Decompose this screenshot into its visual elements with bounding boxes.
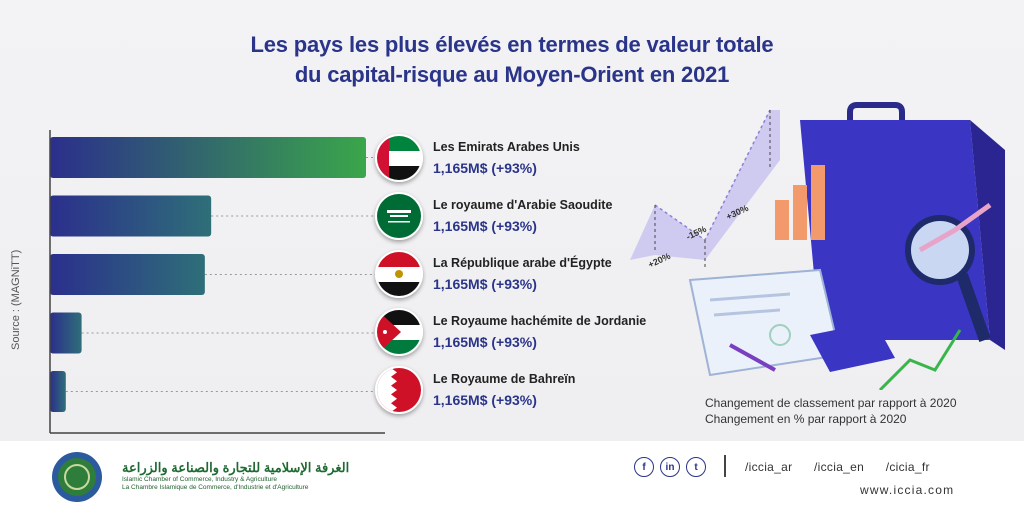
bahrain-flag-icon	[375, 366, 423, 414]
legend: Changement de classement par rapport à 2…	[705, 395, 957, 427]
handle-ar[interactable]: /iccia_ar	[745, 460, 793, 474]
country-name: Le royaume d'Arabie Saoudite	[433, 198, 613, 212]
bar	[50, 254, 205, 295]
org-name-ar: الغرفة الإسلامية للتجارة والصناعة والزرا…	[122, 460, 350, 475]
bar	[50, 137, 366, 178]
egypt-flag-icon	[375, 250, 423, 298]
title-line-1: Les pays les plus élevés en termes de va…	[250, 32, 774, 57]
country-value: 1,165M$ (+93%)	[433, 160, 537, 176]
business-illustration: +20% -15% +30%	[630, 102, 1005, 390]
calculator-icon	[810, 322, 895, 372]
divider	[724, 455, 726, 477]
iccia-logo-icon	[52, 452, 102, 502]
list-item: Le Royaume hachémite de Jordanie 1,165M$…	[375, 306, 646, 358]
footer	[0, 441, 1024, 513]
trend-arrow-icon	[918, 202, 992, 253]
social-handles: /iccia_ar /iccia_en /cicia_fr	[745, 460, 948, 474]
country-value: 1,165M$ (+93%)	[433, 218, 537, 234]
country-name: Les Emirats Arabes Unis	[433, 140, 580, 154]
list-item: Le royaume d'Arabie Saoudite 1,165M$ (+9…	[375, 190, 612, 242]
website-link[interactable]: www.iccia.com	[860, 483, 955, 497]
growth-arrow-icon	[878, 329, 962, 390]
bar-icon-group	[775, 165, 825, 240]
country-value: 1,165M$ (+93%)	[433, 334, 537, 350]
briefcase-icon	[800, 102, 1005, 350]
handle-en[interactable]: /iccia_en	[814, 460, 865, 474]
country-name: Le Royaume hachémite de Jordanie	[433, 314, 647, 328]
list-item: La République arabe d'Égypte 1,165M$ (+9…	[375, 248, 612, 300]
clipboard-icon	[688, 268, 842, 377]
saudi-flag-icon	[375, 192, 423, 240]
pen-icon	[729, 343, 776, 372]
list-item: Le Royaume de Bahreïn 1,165M$ (+93%)	[375, 364, 575, 416]
org-name-fr: La Chambre Islamique de Commerce, d'Indu…	[122, 484, 309, 491]
country-name: Le Royaume de Bahreïn	[433, 372, 576, 386]
list-item: Les Emirats Arabes Unis 1,165M$ (+93%)	[375, 132, 580, 184]
bar	[50, 312, 82, 354]
magnifier-icon	[905, 215, 991, 343]
facebook-icon[interactable]: f	[634, 457, 654, 477]
growth-area	[630, 110, 780, 260]
handle-fr[interactable]: /cicia_fr	[885, 460, 930, 474]
uae-flag-icon	[375, 134, 423, 182]
linkedin-icon[interactable]: in	[660, 457, 680, 477]
org-name-en: Islamic Chamber of Commerce, Industry & …	[122, 476, 277, 483]
social-links: f in t	[634, 457, 706, 477]
legend-line-1: Changement de classement par rapport à 2…	[705, 396, 957, 410]
bar	[50, 371, 66, 412]
country-name: La République arabe d'Égypte	[433, 256, 612, 270]
chart-title: Les pays les plus élevés en termes de va…	[0, 30, 1024, 90]
bar	[50, 195, 212, 237]
jordan-flag-icon	[375, 308, 423, 356]
country-value: 1,165M$ (+93%)	[433, 276, 537, 292]
title-line-2: du capital-risque au Moyen-Orient en 202…	[294, 62, 730, 87]
twitter-icon[interactable]: t	[686, 457, 706, 477]
org-name: الغرفة الإسلامية للتجارة والصناعة والزرا…	[122, 460, 349, 492]
legend-line-2: Changement en % par rapport à 2020	[705, 412, 907, 426]
country-value: 1,165M$ (+93%)	[433, 392, 537, 408]
